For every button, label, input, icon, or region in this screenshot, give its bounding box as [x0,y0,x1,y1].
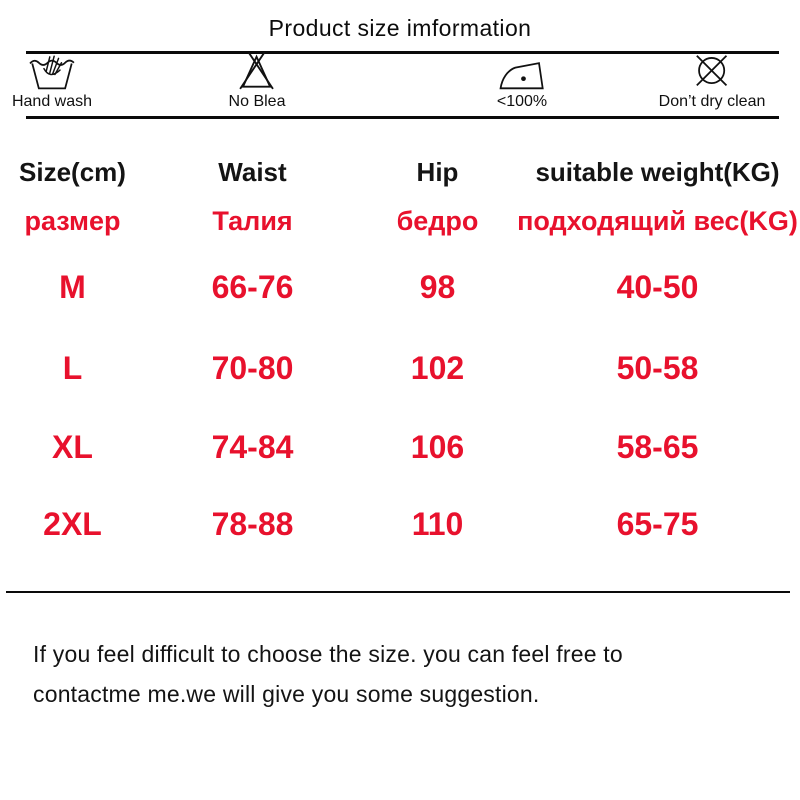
cell-size: L [62,350,83,386]
cell-hip: 102 [410,350,465,386]
cell-hip: 110 [411,506,464,542]
care-item-label: Hand wash [11,93,93,110]
iron-low-temp-icon [494,52,550,92]
care-item-iron-low: <100% [494,52,550,111]
cell-size: M [59,269,86,305]
column-header-hip: Hip [416,157,459,187]
column-header-waist-ru: Талия [212,206,293,236]
divider-note-top [6,591,790,593]
column-header-size: Size(cm) [19,157,126,187]
column-header-size-ru: размер [24,206,121,236]
cell-waist: 78-88 [211,506,294,542]
hand-wash-icon [23,52,81,92]
care-item-label: <100% [496,93,548,110]
care-item-no-bleach: No Blea [228,51,286,111]
size-table-header-ru: размер Талия бедро подходящий вес(KG) [0,201,800,241]
note-line-2: contactme me.we will give you some sugge… [33,681,540,707]
column-header-weight-ru: подходящий вес(KG) [517,206,798,236]
care-item-label: Don’t dry clean [658,93,766,110]
cell-weight: 58-65 [616,429,699,465]
cell-size: 2XL [43,506,102,542]
size-table-header-en: Size(cm) Waist Hip suitable weight(KG) [0,152,800,192]
care-item-label: No Blea [228,93,286,110]
care-item-hand-wash: Hand wash [12,52,92,111]
cell-waist: 66-76 [211,269,294,305]
care-item-no-dry-clean: Don’t dry clean [658,52,766,111]
table-row-xl: XL 74-84 106 58-65 [0,427,800,467]
no-bleach-icon [237,51,277,92]
divider-top [26,51,779,54]
column-header-weight: suitable weight(KG) [535,157,780,187]
cell-weight: 50-58 [616,350,699,386]
page-title: Product size imformation [268,15,532,41]
cell-weight: 40-50 [616,269,699,305]
cell-weight: 65-75 [616,506,699,542]
divider-care-bottom [26,116,779,119]
cell-waist: 70-80 [211,350,294,386]
cell-size: XL [52,429,93,465]
table-row-l: L 70-80 102 50-58 [0,348,800,388]
note-line-1: If you feel difficult to choose the size… [33,641,623,667]
cell-hip: 98 [419,269,456,305]
sizing-help-note: If you feel difficult to choose the size… [33,634,623,714]
table-row-2xl: 2XL 78-88 110 65-75 [0,504,800,544]
cell-hip: 106 [410,429,465,465]
table-row-m: M 66-76 98 40-50 [0,267,800,307]
no-dry-clean-icon [690,52,734,92]
cell-waist: 74-84 [211,429,294,465]
column-header-hip-ru: бедро [396,206,479,236]
column-header-waist: Waist [218,157,287,187]
